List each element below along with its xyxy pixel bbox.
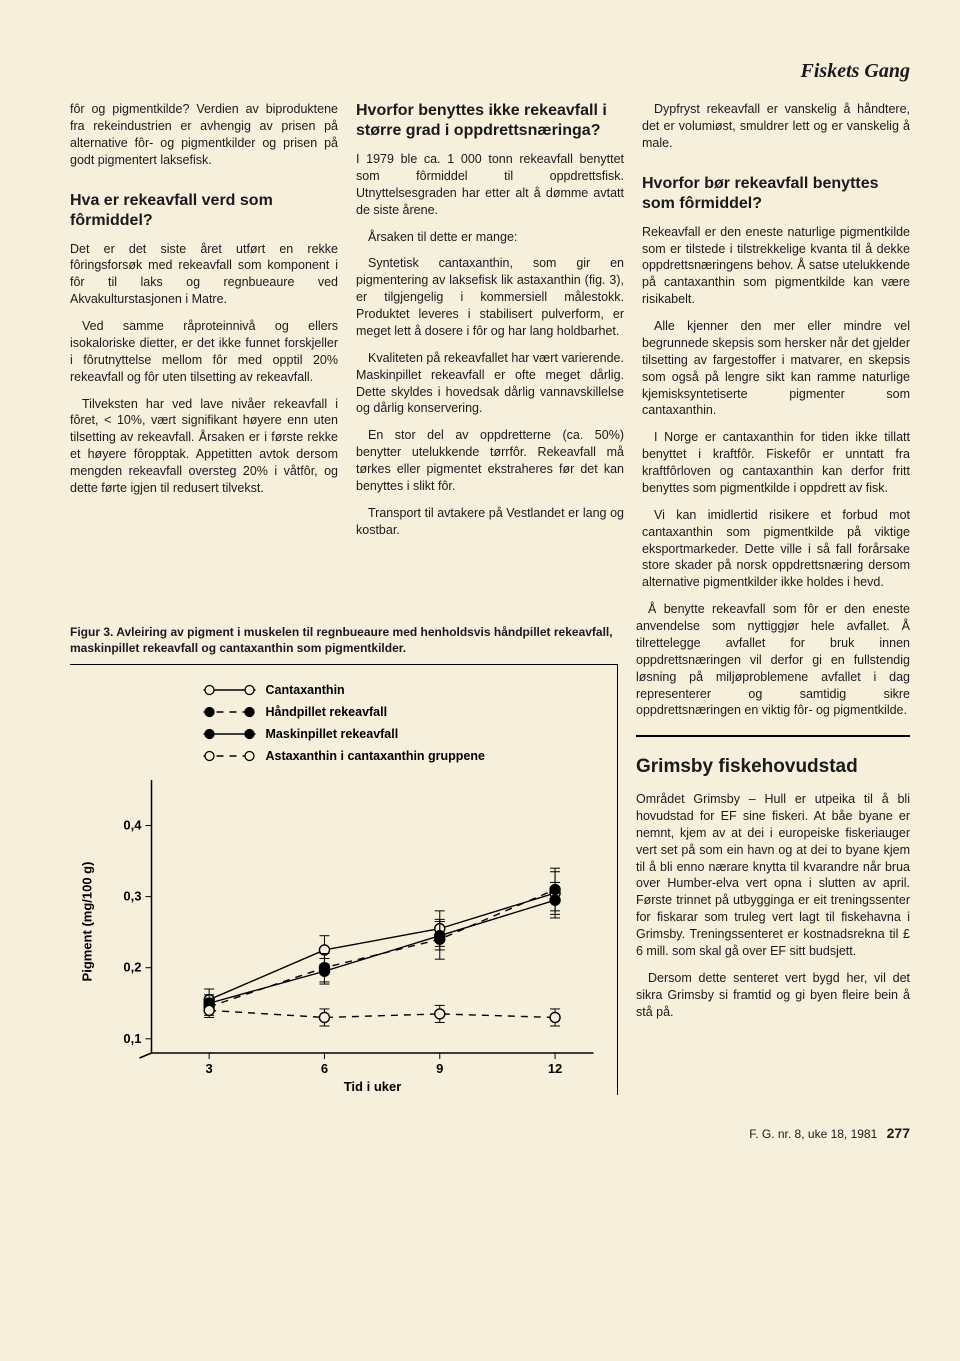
c3-p7: Området Grimsby – Hull er utpeika til å …: [636, 791, 910, 960]
svg-text:12: 12: [548, 1061, 562, 1076]
svg-text:Maskinpillet rekeavfall: Maskinpillet rekeavfall: [266, 727, 399, 741]
c1-heading-1: Hva er rekeavfall verd som fôrmiddel?: [70, 191, 338, 231]
line-chart: 0,1 0,2 0,3 0,4 3 6 9 12 Tid i uker Pigment (mg/1…: [70, 675, 617, 1095]
column-2: Hvorfor benyttes ikke rekeavfall i størr…: [356, 101, 624, 601]
svg-text:0,3: 0,3: [123, 889, 141, 904]
c2-p2: Årsaken til dette er mange:: [356, 229, 624, 246]
svg-text:0,1: 0,1: [123, 1031, 141, 1046]
c2-p5: En stor del av oppdretterne (ca. 50%) be…: [356, 427, 624, 495]
c3-heading-2: Grimsby fiskehovudstad: [636, 755, 910, 779]
c2-p4: Kvaliteten på rekeavfallet har vært vari…: [356, 350, 624, 418]
c3-p5: Vi kan imidlertid risikere et forbud mot…: [642, 507, 910, 591]
svg-text:Håndpillet rekeavfall: Håndpillet rekeavfall: [266, 705, 388, 719]
svg-text:0,4: 0,4: [123, 818, 142, 833]
c3-p4: I Norge er cantaxanthin for tiden ikke t…: [642, 429, 910, 497]
page-number: 277: [887, 1125, 910, 1141]
svg-text:Cantaxanthin: Cantaxanthin: [266, 683, 345, 697]
svg-text:6: 6: [321, 1061, 328, 1076]
c3-p3: Alle kjenner den mer eller mindre vel be…: [642, 318, 910, 419]
main-columns: fôr og pigmentkilde? Verdien av biproduk…: [70, 101, 910, 601]
c1-p2: Det er det siste året utført en rekke fô…: [70, 241, 338, 309]
journal-title: Fiskets Gang: [70, 60, 910, 83]
lower-section: Figur 3. Avleiring av pigment i muskelen…: [70, 601, 910, 1095]
c3-p2: Rekeavfall er den eneste naturlige pigme…: [642, 224, 910, 308]
c3-p6: Å benytte rekeavfall som fôr er den enes…: [636, 601, 910, 719]
c2-p1: I 1979 ble ca. 1 000 tonn rekeavfall ben…: [356, 151, 624, 219]
c3-p1: Dypfryst rekeavfall er vanskelig å håndt…: [642, 101, 910, 152]
svg-text:Pigment (mg/100 g): Pigment (mg/100 g): [80, 862, 95, 982]
c3-heading-1: Hvorfor bør rekeavfall benyttes som fôrm…: [642, 174, 910, 214]
c2-p6: Transport til avtakere på Vestlandet er …: [356, 505, 624, 539]
svg-text:3: 3: [206, 1061, 213, 1076]
svg-text:Astaxanthin i cantaxanthin gru: Astaxanthin i cantaxanthin gruppene: [266, 749, 486, 763]
svg-text:0,2: 0,2: [123, 960, 141, 975]
c1-p1: fôr og pigmentkilde? Verdien av biproduk…: [70, 101, 338, 169]
page-footer: F. G. nr. 8, uke 18, 1981 277: [70, 1125, 910, 1141]
figure-caption: Figur 3. Avleiring av pigment i muskelen…: [70, 625, 618, 656]
c3-p8: Dersom dette senteret vert bygd her, vil…: [636, 970, 910, 1021]
footer-ref: F. G. nr. 8, uke 18, 1981: [749, 1127, 877, 1141]
figure-block: Figur 3. Avleiring av pigment i muskelen…: [70, 601, 618, 1095]
svg-text:Tid i uker: Tid i uker: [344, 1079, 402, 1094]
c1-p3: Ved samme råproteinnivå og ellers isokal…: [70, 318, 338, 386]
chart-frame: 0,1 0,2 0,3 0,4 3 6 9 12 Tid i uker Pigment (mg/1…: [70, 664, 618, 1095]
column-3: Dypfryst rekeavfall er vanskelig å håndt…: [642, 101, 910, 601]
c1-p4: Tilveksten har ved lave nivåer rekeavfal…: [70, 396, 338, 497]
column-3-continued: Å benytte rekeavfall som fôr er den enes…: [636, 601, 910, 1095]
divider: [636, 735, 910, 737]
c2-heading-1: Hvorfor benyttes ikke rekeavfall i størr…: [356, 101, 624, 141]
svg-text:9: 9: [436, 1061, 443, 1076]
column-1: fôr og pigmentkilde? Verdien av biproduk…: [70, 101, 338, 601]
c2-p3: Syntetisk cantaxanthin, som gir en pigme…: [356, 255, 624, 339]
